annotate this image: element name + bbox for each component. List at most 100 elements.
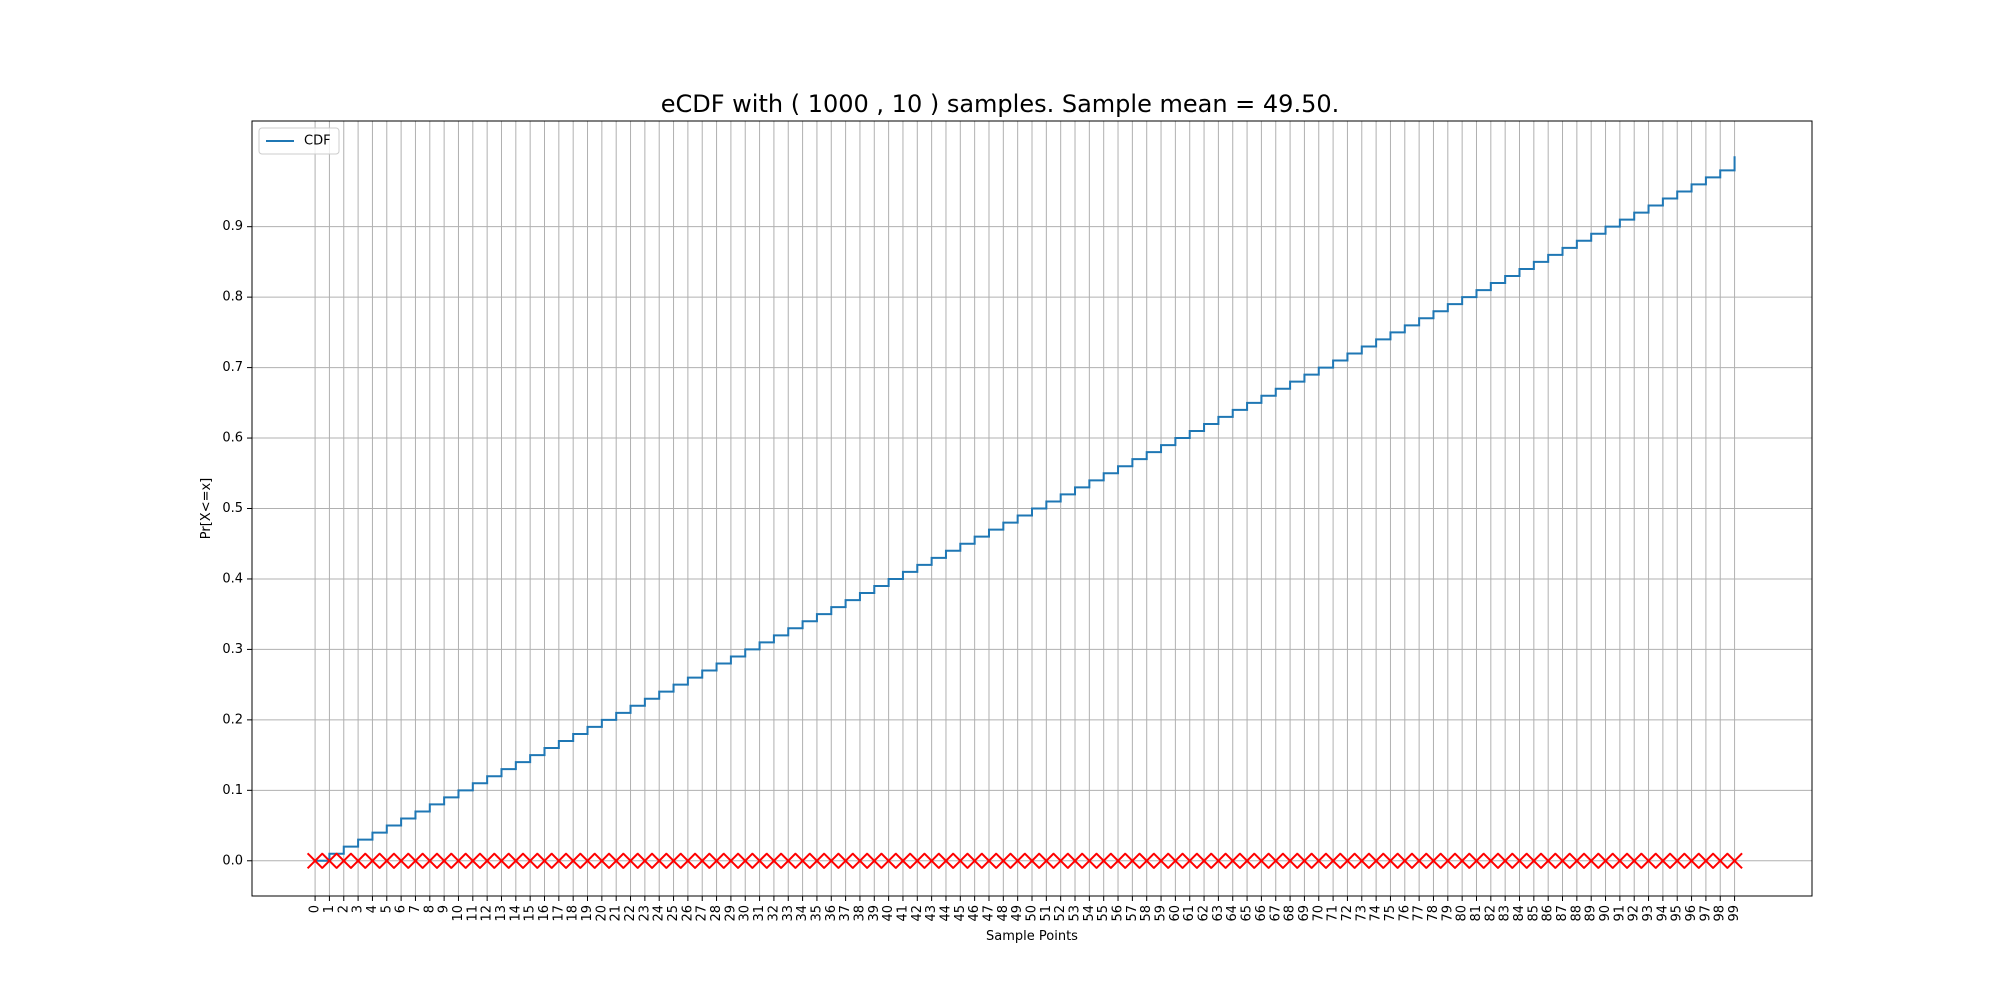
sample-point-marker xyxy=(966,852,983,869)
x-tick-label: 48 xyxy=(996,905,1011,922)
sample-point-marker xyxy=(894,852,912,869)
x-tick-label: 25 xyxy=(666,905,681,922)
x-axis-label: Sample Points xyxy=(986,929,1078,944)
sample-point-marker xyxy=(1138,852,1155,869)
sample-point-marker xyxy=(980,852,998,869)
y-tick-label: 0.6 xyxy=(222,431,243,446)
x-tick-label: 53 xyxy=(1068,905,1083,922)
sample-point-marker xyxy=(937,852,955,869)
x-tick-label: 61 xyxy=(1182,905,1197,922)
sample-point-marker xyxy=(1511,852,1528,869)
sample-point-marker xyxy=(1224,852,1241,869)
sample-point-marker xyxy=(1669,852,1686,869)
sample-point-marker xyxy=(866,852,883,869)
sample-point-marker xyxy=(622,852,639,869)
sample-point-marker xyxy=(1267,852,1284,869)
sample-point-marker xyxy=(995,852,1012,869)
sample-point-marker xyxy=(564,852,582,869)
x-tick-label: 43 xyxy=(924,905,939,922)
x-tick-label: 42 xyxy=(910,905,925,922)
sample-point-marker xyxy=(607,852,625,869)
x-tick-label: 13 xyxy=(494,905,509,922)
x-tick-label: 57 xyxy=(1125,905,1140,922)
sample-point-marker xyxy=(464,852,482,869)
x-tick-label: 76 xyxy=(1397,905,1412,922)
cdf-step-line xyxy=(315,156,1736,862)
sample-point-marker xyxy=(665,852,682,869)
x-tick-label: 52 xyxy=(1053,905,1068,922)
x-tick-label: 89 xyxy=(1584,905,1599,922)
x-tick-label: 82 xyxy=(1483,905,1498,922)
axes: 0 1 2 3 4 5 6 7 8 9 10 11 12 13 14 15 16 17 18 19 20 21 22 23 24… xyxy=(222,219,1742,921)
y-tick-label: 0.9 xyxy=(222,219,243,234)
legend: CDF xyxy=(258,127,340,155)
x-tick-label: 74 xyxy=(1369,905,1384,922)
sample-point-marker xyxy=(1496,852,1514,869)
sample-point-marker xyxy=(450,852,467,869)
x-tick-label: 84 xyxy=(1512,905,1527,922)
sample-point-marker xyxy=(823,852,840,869)
sample-point-marker xyxy=(521,852,539,869)
sample-point-marker xyxy=(1367,852,1385,869)
x-tick-label: 59 xyxy=(1154,905,1169,922)
grid xyxy=(252,121,1812,896)
x-tick-label: 81 xyxy=(1469,905,1484,922)
sample-point-marker xyxy=(1697,852,1715,869)
sample-point-marker xyxy=(880,852,897,869)
sample-point-marker xyxy=(335,852,352,869)
x-tick-label: 51 xyxy=(1039,905,1054,922)
sample-point-marker xyxy=(1568,852,1586,869)
x-tick-label: 30 xyxy=(738,905,753,922)
x-tick-label: 46 xyxy=(967,905,982,922)
sample-point-marker xyxy=(421,852,439,869)
sample-point-marker xyxy=(694,852,711,869)
x-tick-label: 34 xyxy=(795,905,810,922)
sample-point-marker xyxy=(1339,852,1356,869)
y-tick-label: 0.8 xyxy=(222,290,243,305)
x-tick-label: 96 xyxy=(1684,905,1699,922)
sample-point-marker xyxy=(349,852,367,869)
x-tick-label: 19 xyxy=(580,905,595,922)
x-tick-label: 87 xyxy=(1555,905,1570,922)
x-tick-label: 47 xyxy=(981,905,996,922)
sample-point-marker xyxy=(1654,852,1672,869)
sample-point-marker xyxy=(1124,852,1141,869)
x-tick-label: 41 xyxy=(895,905,910,922)
x-tick-label: 69 xyxy=(1297,905,1312,922)
x-tick-label: 70 xyxy=(1311,905,1326,922)
x-tick-label: 77 xyxy=(1412,905,1427,922)
sample-point-marker xyxy=(923,852,940,869)
x-tick-label: 68 xyxy=(1283,905,1298,922)
sample-point-marker xyxy=(1453,852,1471,869)
sample-point-marker xyxy=(1382,852,1399,869)
x-tick-label: 85 xyxy=(1526,905,1541,922)
x-tick-label: 17 xyxy=(551,905,566,922)
y-tick-label: 0.2 xyxy=(222,712,243,727)
x-tick-label: 60 xyxy=(1168,905,1183,922)
sample-point-marker xyxy=(507,852,525,869)
sample-point-marker xyxy=(1296,852,1313,869)
sample-point-marker xyxy=(435,852,453,869)
sample-point-marker xyxy=(493,852,510,869)
x-tick-label: 37 xyxy=(838,905,853,922)
x-tick-label: 3 xyxy=(351,905,366,913)
sample-point-marker xyxy=(1712,852,1729,869)
x-tick-label: 29 xyxy=(723,905,738,922)
sample-point-marker xyxy=(1210,852,1227,869)
x-tick-label: 99 xyxy=(1727,905,1742,922)
x-tick-label: 92 xyxy=(1627,905,1642,922)
sample-point-marker xyxy=(794,852,811,869)
sample-point-marker xyxy=(1425,852,1442,869)
sample-point-marker xyxy=(550,852,568,869)
sample-point-marker xyxy=(593,852,611,869)
y-tick-label: 0.5 xyxy=(222,501,243,516)
sample-point-marker xyxy=(708,852,725,869)
sample-point-marker xyxy=(780,852,797,869)
sample-point-marker xyxy=(1726,852,1743,869)
x-tick-label: 36 xyxy=(824,905,839,922)
x-tick-label: 23 xyxy=(637,905,652,922)
x-tick-label: 40 xyxy=(881,905,896,922)
sample-point-marker xyxy=(1525,852,1543,869)
sample-point-marker xyxy=(1253,852,1270,869)
